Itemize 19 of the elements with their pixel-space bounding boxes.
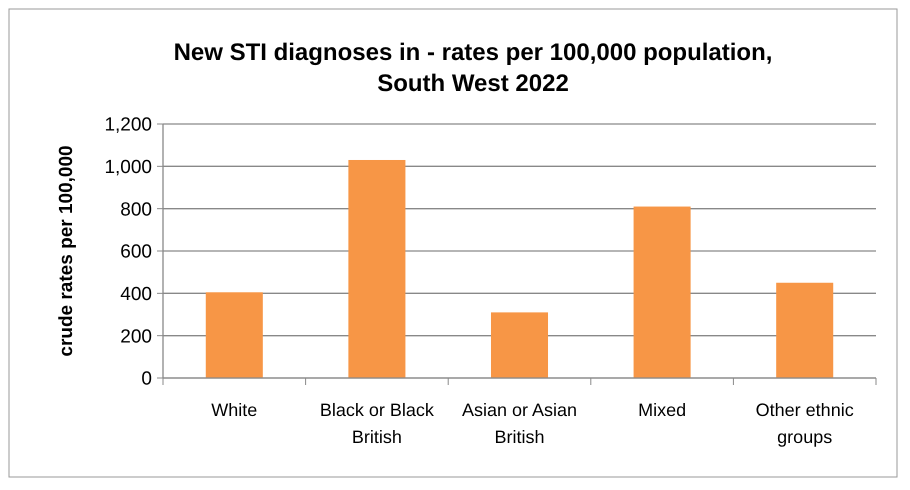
x-tick-label: Black or Black British <box>320 400 435 447</box>
y-tick-label: 0 <box>141 368 152 390</box>
x-tick-label: Asian or Asian British <box>462 400 578 447</box>
bar <box>634 206 691 378</box>
chart-title: New STI diagnoses in - rates per 100,000 population, South West 2022 <box>174 39 772 97</box>
y-tick-label: 1,000 <box>104 156 152 178</box>
bar <box>206 292 263 378</box>
x-tick-label: White <box>211 400 258 420</box>
y-tick-label: 800 <box>120 199 152 220</box>
y-tick-label: 200 <box>120 326 152 348</box>
y-tick-label: 600 <box>120 242 152 263</box>
bar <box>348 160 406 378</box>
bar <box>776 282 834 378</box>
y-tick-label: 400 <box>120 284 152 305</box>
y-tick-label: 1,200 <box>104 114 152 136</box>
y-axis-title: crude rates per 100,000 <box>56 145 77 357</box>
bar <box>490 312 548 378</box>
x-tick-label: Mixed <box>638 400 686 420</box>
x-tick-label: Other ethnic groups <box>756 400 854 447</box>
